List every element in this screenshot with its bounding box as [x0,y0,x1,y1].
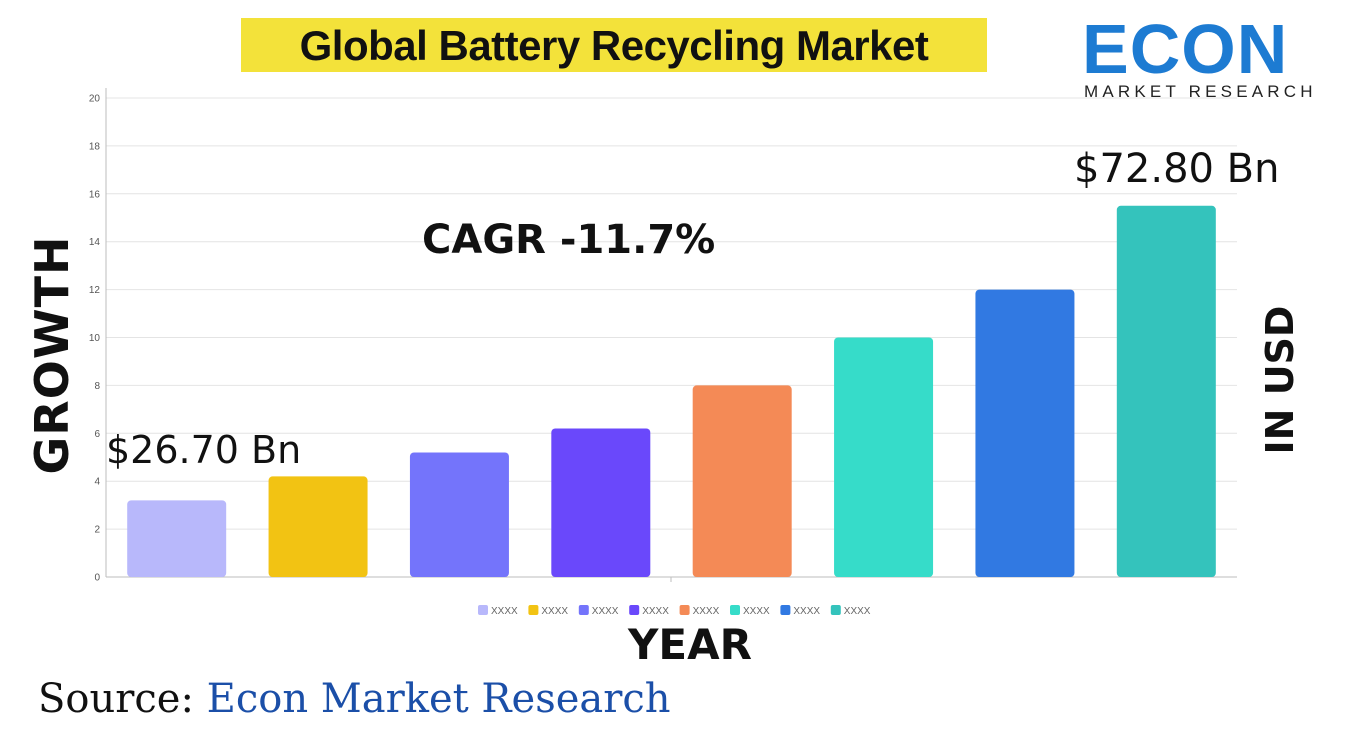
legend-swatch [780,605,791,615]
y-tick-label: 10 [89,333,101,344]
legend-label: XXXX [743,606,770,617]
bar [268,476,368,577]
unit-label: IN USD [1250,290,1310,470]
y-tick-label: 2 [94,525,100,536]
title-banner: Global Battery Recycling Market [241,18,987,72]
y-tick-label: 16 [89,189,101,200]
legend-swatch [528,605,539,615]
unit-label-text: IN USD [1258,305,1302,455]
y-tick-label: 4 [94,477,100,488]
bar [1116,205,1216,577]
y-tick-label: 0 [94,573,100,584]
legend-label: XXXX [491,606,518,617]
y-axis-label: GROWTH [12,205,92,505]
chart-title: Global Battery Recycling Market [299,22,929,69]
bar [127,500,227,577]
cagr-annotation: CAGR -11.7% [422,217,716,263]
legend-swatch [730,605,740,615]
start-value-annotation: $26.70 Bn [106,428,302,472]
x-axis-label: YEAR [628,620,752,669]
y-tick-label: 8 [94,381,100,392]
legend-swatch [478,605,488,615]
y-axis-label-text: GROWTH [25,235,79,475]
bar [409,452,509,577]
legend-label: XXXX [541,606,568,617]
econ-logo: ECON MARKET RESEARCH [1082,12,1332,102]
source-line: Source: Econ Market Research [38,676,671,722]
legend-label: XXXX [693,606,720,617]
bar [975,289,1075,577]
legend-swatch [629,605,640,615]
legend-swatch [830,605,841,615]
logo-wordmark: ECON [1082,10,1289,88]
y-tick-label: 14 [89,237,101,248]
legend-swatch [578,605,589,615]
y-tick-label: 20 [89,94,101,105]
y-tick-label: 12 [89,285,101,296]
bar [692,385,792,577]
source-prefix: Source: [38,676,194,722]
legend-label: XXXX [844,606,871,617]
y-tick-label: 6 [94,429,100,440]
legend-label: XXXX [592,606,619,617]
source-name: Econ Market Research [206,676,671,722]
legend-label: XXXX [642,606,669,617]
bar [551,428,651,577]
legend-label: XXXX [793,606,820,617]
legend-swatch [679,605,690,615]
bar [834,337,934,577]
end-value-annotation: $72.80 Bn [1074,146,1280,192]
y-tick-label: 18 [89,141,101,152]
logo-subtitle: MARKET RESEARCH [1084,82,1317,101]
